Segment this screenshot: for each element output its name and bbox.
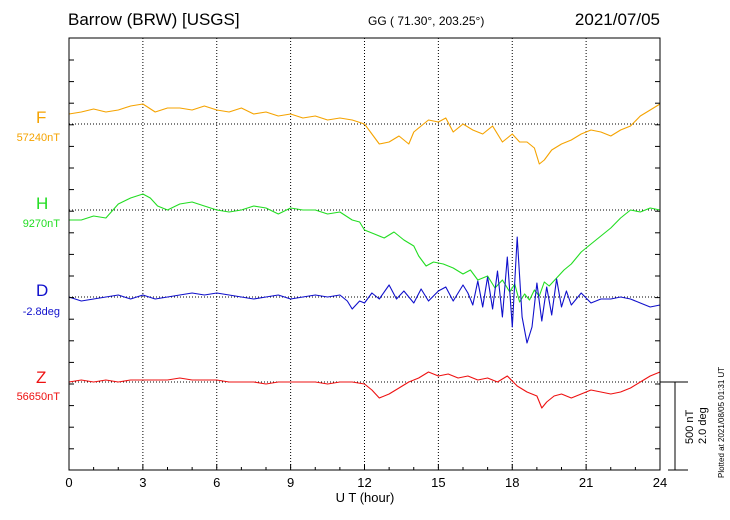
station-title: Barrow (BRW) [USGS] — [68, 10, 240, 29]
baseline-label-d: -2.8deg — [22, 306, 60, 318]
scale-deg-label: 2.0 deg — [697, 407, 709, 444]
station-coordinates: GG ( 71.30°, 203.25°) — [368, 14, 485, 28]
x-tick-label: 24 — [653, 475, 667, 490]
plot-grid — [69, 38, 660, 470]
series-line-h — [69, 193, 661, 303]
series-line-z — [68, 371, 661, 409]
series-line-f — [68, 103, 661, 165]
x-tick-label: 21 — [579, 475, 593, 490]
scale-bar — [660, 381, 688, 471]
x-tick-label: 3 — [139, 475, 146, 490]
component-label-f: F — [36, 108, 47, 127]
x-tick-label: 15 — [431, 475, 445, 490]
x-tick-label: 9 — [287, 475, 294, 490]
baseline-label-h: 9270nT — [22, 218, 60, 230]
x-axis-label: U T (hour) — [335, 490, 395, 505]
y-axis-ticks — [69, 59, 660, 450]
x-axis-ticks: 0 3 6 9 12 15 18 21 24 — [65, 464, 667, 490]
plotted-timestamp: Plotted at 2021/08/05 01:31 UT — [717, 366, 726, 478]
x-tick-label: 18 — [505, 475, 519, 490]
component-label-d: D — [36, 281, 49, 300]
component-label-z: Z — [36, 368, 47, 387]
baseline-label-f: 57240nT — [16, 132, 60, 144]
baseline-label-z: 56650nT — [16, 391, 60, 403]
x-tick-label: 0 — [65, 475, 72, 490]
x-tick-label: 12 — [357, 475, 371, 490]
scale-nt-label: 500 nT — [684, 409, 696, 444]
series-line-d — [68, 236, 661, 344]
series-group — [68, 103, 661, 409]
x-tick-label: 6 — [213, 475, 220, 490]
component-label-h: H — [36, 194, 49, 213]
plot-date: 2021/07/05 — [574, 10, 660, 29]
